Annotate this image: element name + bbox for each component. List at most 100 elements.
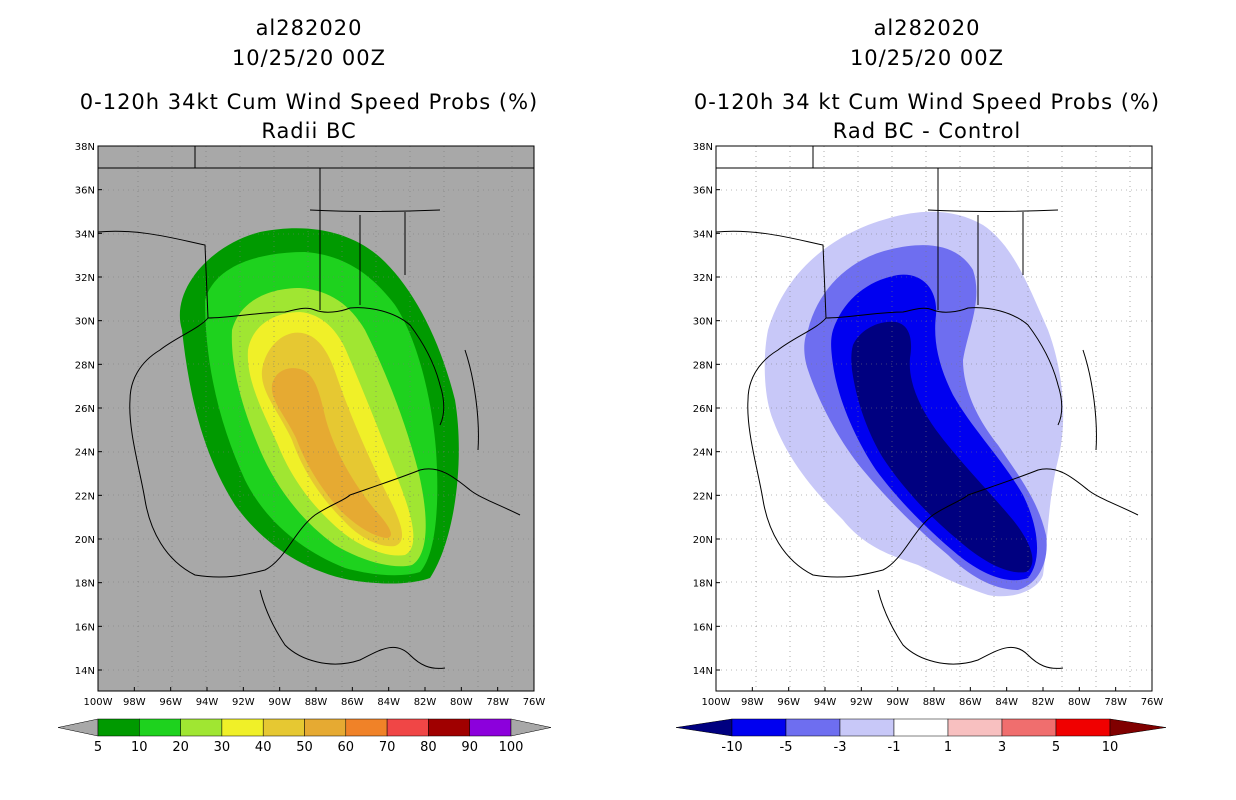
lon-tick-label: 82W: [1032, 697, 1055, 708]
lon-tick-label: 100W: [702, 697, 731, 708]
colorbar-label: 10: [131, 740, 148, 755]
lon-tick-label: 98W: [123, 697, 146, 708]
lon-tick-label: 80W: [1068, 697, 1091, 708]
right-panel: al282020 10/25/20 00Z 0-120h 34 kt Cum W…: [618, 0, 1236, 800]
right-title-sub: Rad BC - Control: [832, 119, 1022, 143]
colorbar-swatch: [386, 718, 429, 737]
lat-tick-label: 20N: [75, 535, 95, 546]
lat-tick-label: 32N: [693, 273, 713, 284]
colorbar-label: -3: [834, 740, 847, 755]
lon-tick-label: 96W: [777, 697, 800, 708]
lon-tick-label: 98W: [741, 697, 764, 708]
colorbar-high-arrow: [1109, 718, 1167, 737]
lon-tick-label: 90W: [886, 697, 909, 708]
colorbar-swatch: [139, 718, 181, 737]
lon-tick-label: 84W: [377, 697, 400, 708]
lon-tick-label: 86W: [959, 697, 982, 708]
colorbar-swatch: [839, 718, 895, 737]
lon-tick-label: 96W: [159, 697, 182, 708]
colorbar-label: 40: [255, 740, 272, 755]
colorbar-label: 1: [944, 740, 952, 755]
lon-tick-label: 76W: [1141, 697, 1164, 708]
contour-50: [271, 368, 391, 538]
colorbar-swatch: [180, 718, 223, 737]
colorbar-swatch: [469, 718, 512, 737]
lon-tick-label: 88W: [923, 697, 946, 708]
colorbar-label: -5: [780, 740, 793, 755]
lat-tick-label: 38N: [693, 142, 713, 153]
lon-tick-label: 84W: [995, 697, 1018, 708]
left-title-product: 0-120h 34kt Cum Wind Speed Probs (%): [79, 90, 539, 114]
colorbar-low-arrow: [57, 718, 99, 737]
lon-tick-label: 78W: [486, 697, 509, 708]
lat-tick-label: 18N: [693, 579, 713, 590]
right-title-time: 10/25/20 00Z: [849, 46, 1005, 70]
colorbar-label: 30: [214, 740, 231, 755]
colorbar-swatch: [1055, 718, 1111, 737]
lat-tick-label: 34N: [693, 229, 713, 240]
colorbar-label: 3: [998, 740, 1006, 755]
left-lat-labels: 38N 36N 34N 32N 30N 28N 26N 24N 22N 20N 18N 16N 14N: [75, 142, 102, 677]
lon-tick-label: 88W: [305, 697, 328, 708]
colorbar-label: 50: [296, 740, 313, 755]
colorbar-label: 90: [461, 740, 478, 755]
colorbar-swatch: [262, 718, 305, 737]
left-colorbar: 5 10 20 30 40 50 60 70 80 90 100: [57, 718, 552, 755]
colorbar-swatch: [221, 718, 264, 737]
lat-tick-label: 22N: [693, 491, 713, 502]
colorbar-label: 100: [499, 740, 524, 755]
lat-tick-label: 38N: [75, 142, 95, 153]
left-map: 38N36N34N32N30N28N26N24N22N20N18N16N14N …: [57, 142, 552, 755]
colorbar-swatch: [304, 718, 347, 737]
colorbar-swatch: [947, 718, 1003, 737]
lat-tick-label: 24N: [693, 448, 713, 459]
colorbar-high-arrow: [510, 718, 552, 737]
lon-tick-label: 78W: [1104, 697, 1127, 708]
diff-minus10: [851, 321, 1033, 573]
lat-tick-label: 26N: [75, 404, 95, 415]
lon-tick-label: 100W: [84, 697, 113, 708]
colorbar-label: -10: [721, 740, 742, 755]
colorbar-label: 20: [172, 740, 189, 755]
lat-tick-label: 16N: [75, 622, 95, 633]
right-lon-labels: 100W 98W 96W 94W 92W 90W 88W 86W 84W 82W 80W 78W 76W: [702, 687, 1164, 708]
left-title-sub: Radii BC: [261, 119, 357, 143]
lat-tick-label: 34N: [75, 229, 95, 240]
colorbar-swatch: [785, 718, 841, 737]
colorbar-label: -1: [888, 740, 901, 755]
lat-tick-label: 22N: [75, 491, 95, 502]
right-map: 38N36N34N32N30N28N26N24N22N20N18N16N14N …: [675, 142, 1167, 755]
colorbar-label: 10: [1102, 740, 1119, 755]
right-title-product: 0-120h 34 kt Cum Wind Speed Probs (%): [693, 90, 1161, 114]
colorbar-swatch: [428, 718, 470, 737]
lat-tick-label: 28N: [75, 360, 95, 371]
lon-tick-label: 92W: [850, 697, 873, 708]
colorbar-swatch: [345, 718, 388, 737]
lon-tick-label: 90W: [268, 697, 291, 708]
right-difference-contours: [764, 211, 1064, 597]
right-title-storm: al282020: [873, 16, 981, 40]
lon-tick-label: 92W: [232, 697, 255, 708]
lat-tick-label: 16N: [693, 622, 713, 633]
lat-tick-label: 28N: [693, 360, 713, 371]
colorbar-label: 5: [94, 740, 102, 755]
lat-tick-label: 26N: [693, 404, 713, 415]
lat-tick-label: 14N: [693, 666, 713, 677]
colorbar-label: 60: [338, 740, 355, 755]
lon-tick-label: 94W: [196, 697, 219, 708]
colorbar-label: 5: [1052, 740, 1060, 755]
left-title-storm: al282020: [255, 16, 363, 40]
colorbar-swatch: [731, 718, 787, 737]
lat-tick-label: 18N: [75, 579, 95, 590]
colorbar-swatch: [893, 718, 949, 737]
right-lat-labels: 38N 36N 34N 32N 30N 28N 26N 24N 22N 20N 18N 16N 14N: [693, 142, 720, 677]
left-probability-contours: [179, 228, 459, 584]
lat-tick-label: 20N: [693, 535, 713, 546]
left-lon-labels: 100W 98W 96W 94W 92W 90W 88W 86W 84W 82W 80W 78W 76W: [84, 687, 545, 708]
lat-tick-label: 36N: [75, 186, 95, 197]
lat-tick-label: 36N: [693, 186, 713, 197]
colorbar-label: 70: [379, 740, 396, 755]
lat-tick-label: 32N: [75, 273, 95, 284]
left-panel: al282020 10/25/20 00Z 0-120h 34kt Cum Wi…: [57, 16, 552, 755]
left-coastlines: [98, 146, 534, 669]
